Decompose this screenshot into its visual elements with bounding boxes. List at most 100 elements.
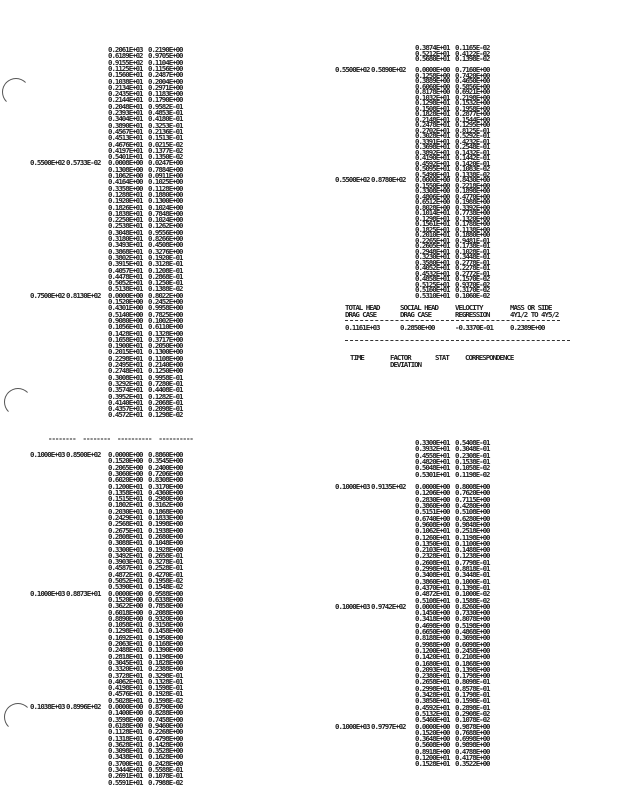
data-row-x: 0.1014E+01 xyxy=(415,208,450,217)
data-row-x: 0.5095E+01 xyxy=(415,164,450,173)
data-row-x: 0.3698E+01 xyxy=(415,142,450,151)
data-row-x: 0.1900E+01 xyxy=(108,341,143,351)
data-row-x: 0.3598E+00 xyxy=(108,714,143,724)
data-row-x: 0.3868E+01 xyxy=(108,246,143,256)
data-row-y: 0.2068E-01 xyxy=(148,397,183,407)
data-row-x: 0.0008E+00 xyxy=(108,158,143,168)
data-row-y: 0.1513E-01 xyxy=(148,133,183,143)
data-row-x: 0.3890E+01 xyxy=(108,120,143,130)
data-row-y: 0.7420E+00 xyxy=(455,70,490,80)
data-row-y: 0.4360E+00 xyxy=(148,487,183,497)
data-row-y: 0.1328E+00 xyxy=(148,328,183,338)
data-row-y: 0.1295E+00 xyxy=(455,120,490,129)
data-row-x: 0.9988E+00 xyxy=(415,639,450,649)
data-row-x: 0.4513E+01 xyxy=(108,133,143,143)
data-row-x: 0.1058E+01 xyxy=(108,620,143,630)
data-row-y: 0.8790E+00 xyxy=(148,702,183,711)
data-row-x: 0.2048E+01 xyxy=(108,101,143,111)
data-row-y: 0.1398E+00 xyxy=(455,664,490,674)
group-header-value: 0.5733E-02 xyxy=(66,158,101,168)
data-row-y: 0.9320E+00 xyxy=(148,613,183,623)
data-row-x: 0.3892E+01 xyxy=(415,147,450,157)
data-row-x: 0.1420E+01 xyxy=(415,652,450,662)
data-row-y: 0.1238E+00 xyxy=(455,551,490,561)
data-row-y: 0.2877E+00 xyxy=(455,109,490,118)
data-row-y: 0.2400E+00 xyxy=(148,462,183,472)
data-row-y: 0.4180E-01 xyxy=(148,114,183,124)
data-row-y: 0.3298E-01 xyxy=(148,670,183,680)
data-row-y: 0.1958E+00 xyxy=(455,103,490,113)
data-row-x: 0.1520E+00 xyxy=(415,727,450,737)
summary-header-1b: DRAG CASE xyxy=(345,310,377,319)
data-row-x: 0.6018E+00 xyxy=(108,607,143,617)
data-row-x: 0.6512E+00 xyxy=(415,197,450,206)
data-row-x: 0.3230E+01 xyxy=(415,252,450,261)
data-row-y: 0.1532E+00 xyxy=(455,98,490,107)
data-row-x: 0.4572E+01 xyxy=(108,410,143,420)
data-row-x: 0.1658E+01 xyxy=(108,334,143,344)
data-row-y: 0.1262E+00 xyxy=(148,221,183,231)
data-row-x: 0.2830E+00 xyxy=(415,494,450,504)
data-row-y: 0.1024E+00 xyxy=(148,215,183,225)
data-row-x: 0.3889E+00 xyxy=(415,76,450,85)
data-row-y: 0.1628E+00 xyxy=(148,752,183,762)
data-row-y: 0.3448E-01 xyxy=(455,570,490,580)
data-row-x: 0.1550E+00 xyxy=(415,180,450,190)
data-row-x: 0.4532E+01 xyxy=(415,268,450,278)
data-row-y: 0.2458E+00 xyxy=(455,645,490,655)
data-row-y: 0.3698E+00 xyxy=(455,633,490,643)
data-row-x: 0.0000E+00 xyxy=(415,482,450,492)
data-row-y: 0.7825E+00 xyxy=(148,309,183,319)
data-row-x: 0.3648E+00 xyxy=(415,734,450,744)
data-row-x: 0.2380E+01 xyxy=(415,671,450,681)
summary-value-1: 0.1161E+03 xyxy=(345,323,380,332)
data-row-y: 0.1898E+00 xyxy=(455,186,490,195)
data-row-y: 0.3448E-01 xyxy=(455,252,490,261)
data-row-y: 0.1928E+00 xyxy=(148,544,183,554)
data-row-y: 0.3545E+00 xyxy=(148,456,183,466)
data-row-x: 0.1515E+01 xyxy=(108,494,143,504)
data-row-y: 0.3170E-02 xyxy=(455,285,490,294)
group-header-param: 0.1000E+03 xyxy=(30,588,65,598)
data-row-x: 0.3915E+01 xyxy=(108,259,143,269)
data-row-y: 0.2778E-01 xyxy=(455,257,490,267)
data-row-y: 0.1320E+00 xyxy=(455,213,490,223)
data-row-y: 0.1398E-02 xyxy=(455,54,490,63)
data-row-x: 0.4592E+01 xyxy=(415,702,450,712)
data-row-y: 0.1024E+00 xyxy=(148,202,183,212)
data-row-y: 0.1025E+00 xyxy=(148,177,183,187)
data-row-y: 0.6998E+00 xyxy=(455,734,490,744)
data-row-x: 0.5490E+01 xyxy=(415,169,450,179)
group-header-param: 0.7500E+02 xyxy=(30,290,65,300)
data-row-y: 0.1548E-02 xyxy=(148,582,183,592)
summary-value-3: -0.3370E-01 xyxy=(455,323,494,332)
data-row-x: 0.6060E+00 xyxy=(415,81,450,91)
data-row-x: 0.1032E+01 xyxy=(415,92,450,102)
data-row-y: 0.1958E-02 xyxy=(148,576,183,585)
data-row-x: 0.5132E+01 xyxy=(415,708,450,718)
data-row-y: 0.1128E+00 xyxy=(148,183,183,193)
data-row-x: 0.8918E+00 xyxy=(415,746,450,756)
data-row-x: 0.1828E+01 xyxy=(415,109,450,118)
data-row-x: 0.1125E+01 xyxy=(108,63,143,73)
data-row-x: 0.1298E+01 xyxy=(415,213,450,223)
data-row-x: 0.4164E+00 xyxy=(108,177,143,187)
data-row-y: 0.1588E-02 xyxy=(455,595,490,605)
punch-hole-mark xyxy=(4,388,32,416)
data-row-y: 0.2140E+00 xyxy=(148,360,183,369)
data-row-y: 0.1790E+00 xyxy=(148,95,183,105)
summary-header-3b: REGRESSION xyxy=(455,310,490,319)
data-row-x: 0.2265E+01 xyxy=(415,235,450,245)
data-row-x: 0.1428E+01 xyxy=(108,328,143,338)
data-row-x: 0.3300E+01 xyxy=(415,438,450,447)
data-row-x: 0.3300E+01 xyxy=(108,544,143,554)
data-row-y: 0.2908E-02 xyxy=(455,708,490,718)
data-row-y: 0.1048E+00 xyxy=(148,538,183,548)
data-row-y: 0.7738E+00 xyxy=(455,208,490,217)
data-row-x: 0.2488E+01 xyxy=(108,645,143,655)
data-row-x: 0.3493E+01 xyxy=(108,240,143,250)
data-row-x: 0.1288E+01 xyxy=(108,189,143,199)
data-row-y: 0.3048E-01 xyxy=(455,444,490,454)
data-row-x: 0.3622E+00 xyxy=(108,601,143,611)
data-row-x: 0.2538E+01 xyxy=(108,221,143,231)
